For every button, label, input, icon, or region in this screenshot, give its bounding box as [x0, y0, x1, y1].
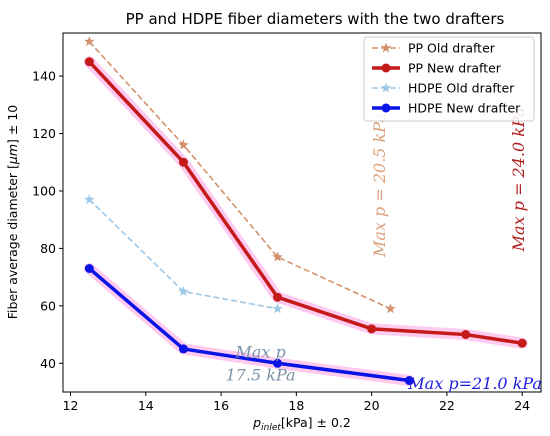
legend-entry-3: HDPE Old drafter	[372, 81, 515, 96]
data-point	[178, 344, 188, 354]
legend-marker	[381, 103, 391, 113]
series-1	[84, 36, 396, 314]
legend-label: HDPE Old drafter	[408, 81, 515, 96]
legend-entry-2: PP New drafter	[372, 61, 502, 76]
plot-frame	[62, 32, 542, 393]
y-axis-label: Fiber average diameter [μm] ± 10	[5, 105, 20, 320]
data-point	[84, 57, 94, 67]
x-tick-label: 14	[138, 398, 154, 413]
y-tick-label: 80	[40, 241, 56, 256]
data-point	[272, 251, 283, 262]
x-tick-label: 24	[514, 398, 530, 413]
y-tick-label: 140	[32, 69, 56, 84]
data-point	[178, 285, 189, 296]
data-point	[178, 157, 188, 167]
legend-marker	[380, 82, 392, 93]
legend-box	[363, 36, 535, 122]
data-point	[385, 303, 396, 314]
legend-label: PP New drafter	[408, 61, 502, 76]
data-point	[272, 303, 283, 314]
annotation: 17.5 kPa	[226, 366, 296, 385]
data-point	[461, 330, 471, 340]
data-point	[178, 139, 189, 150]
data-point	[273, 292, 283, 302]
series-4	[83, 263, 415, 387]
legend-entry-1: PP Old drafter	[372, 41, 496, 56]
x-tick-label: 22	[439, 398, 455, 413]
data-point	[84, 194, 95, 205]
series-3	[84, 194, 283, 314]
annotation: Max p = 20.5 kPa	[370, 113, 389, 258]
data-point	[404, 376, 414, 386]
legend-marker	[381, 63, 391, 73]
y-tick-label: 40	[40, 356, 56, 371]
data-point	[367, 324, 377, 334]
data-point	[84, 36, 95, 47]
annotation: Max p=21.0 kPa	[407, 374, 542, 393]
x-tick-label: 18	[288, 398, 304, 413]
data-point	[84, 264, 94, 274]
series-line	[88, 60, 523, 345]
x-tick-label: 12	[63, 398, 79, 413]
legend-label: HDPE New drafter	[408, 101, 521, 116]
series-line	[88, 267, 410, 383]
series-2	[83, 56, 528, 349]
x-tick-label: 16	[213, 398, 229, 413]
legend-marker	[380, 42, 392, 53]
x-axis-label: pinlet[kPa] ± 0.2	[252, 415, 351, 433]
data-point	[273, 358, 283, 368]
series-line	[88, 41, 391, 310]
legend-label: PP Old drafter	[408, 41, 496, 56]
y-tick-label: 100	[32, 183, 56, 198]
annotation: Max p = 24.0 kPa	[509, 107, 528, 252]
chart-title: PP and HDPE fiber diameters with the two…	[126, 10, 505, 28]
data-point	[517, 338, 527, 348]
legend-entry-4: HDPE New drafter	[372, 101, 521, 116]
y-tick-label: 60	[40, 298, 56, 313]
x-tick-label: 20	[364, 398, 380, 413]
annotation: Max p	[234, 343, 285, 362]
y-tick-label: 120	[32, 126, 56, 141]
